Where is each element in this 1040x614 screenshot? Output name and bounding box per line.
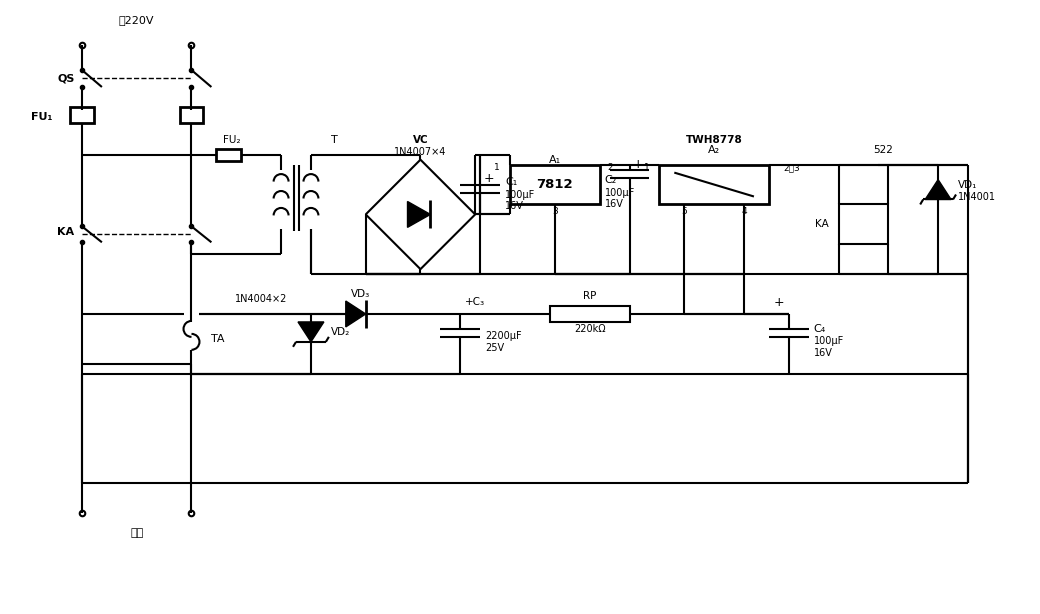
Text: 100μF: 100μF bbox=[604, 187, 634, 198]
Text: A₂: A₂ bbox=[708, 145, 720, 155]
Text: TWH8778: TWH8778 bbox=[685, 134, 743, 145]
Text: VD₃: VD₃ bbox=[352, 289, 370, 299]
Text: VC: VC bbox=[413, 134, 428, 145]
Bar bbox=[70, 107, 94, 123]
Text: A₁: A₁ bbox=[549, 155, 561, 165]
Text: QS: QS bbox=[57, 73, 75, 83]
Text: 7812: 7812 bbox=[537, 178, 573, 191]
Text: 2: 2 bbox=[607, 163, 614, 172]
Text: C₄: C₄ bbox=[813, 324, 826, 334]
Text: +: + bbox=[632, 158, 643, 171]
Polygon shape bbox=[345, 301, 366, 327]
Text: 100μF: 100μF bbox=[813, 336, 843, 346]
Text: C₂: C₂ bbox=[604, 174, 617, 185]
Polygon shape bbox=[298, 322, 323, 342]
Text: RP: RP bbox=[583, 291, 596, 301]
Text: TA: TA bbox=[211, 334, 225, 344]
Text: 100μF: 100μF bbox=[505, 190, 536, 200]
Text: KA: KA bbox=[57, 227, 74, 238]
Text: 3: 3 bbox=[552, 207, 557, 216]
Bar bbox=[838, 204, 888, 244]
Text: 1N4007×4: 1N4007×4 bbox=[394, 147, 446, 157]
Text: 2200μF: 2200μF bbox=[485, 331, 522, 341]
Text: 1: 1 bbox=[494, 163, 500, 172]
Text: +C₃: +C₃ bbox=[465, 297, 486, 307]
Text: 输出: 输出 bbox=[130, 528, 144, 538]
Bar bbox=[550, 306, 629, 322]
Polygon shape bbox=[926, 179, 951, 200]
Text: ～220V: ～220V bbox=[119, 15, 155, 25]
Text: 25V: 25V bbox=[485, 343, 504, 353]
Polygon shape bbox=[408, 201, 431, 227]
Text: 16V: 16V bbox=[813, 348, 833, 358]
Text: +: + bbox=[773, 295, 784, 308]
Text: 16V: 16V bbox=[604, 200, 624, 209]
Text: 1N4004×2: 1N4004×2 bbox=[235, 294, 287, 304]
Text: T: T bbox=[331, 134, 338, 145]
Text: 1: 1 bbox=[644, 163, 649, 172]
Bar bbox=[180, 107, 204, 123]
Bar bbox=[510, 165, 600, 204]
Text: 522: 522 bbox=[874, 145, 893, 155]
Text: VD₂: VD₂ bbox=[331, 327, 350, 337]
Text: 220kΩ: 220kΩ bbox=[574, 324, 605, 334]
Text: +: + bbox=[484, 171, 494, 185]
Text: FU₁: FU₁ bbox=[31, 112, 52, 122]
Text: VD₁: VD₁ bbox=[958, 179, 978, 190]
Text: 2、3: 2、3 bbox=[784, 163, 801, 172]
Bar bbox=[216, 149, 241, 161]
Text: 5: 5 bbox=[681, 207, 687, 216]
Text: FU₂: FU₂ bbox=[223, 134, 240, 145]
Text: KA: KA bbox=[815, 219, 829, 230]
Text: C₁: C₁ bbox=[505, 177, 517, 187]
Text: 16V: 16V bbox=[505, 201, 524, 211]
Text: 1N4001: 1N4001 bbox=[958, 192, 996, 201]
Text: 4: 4 bbox=[742, 207, 747, 216]
Bar bbox=[659, 165, 769, 204]
